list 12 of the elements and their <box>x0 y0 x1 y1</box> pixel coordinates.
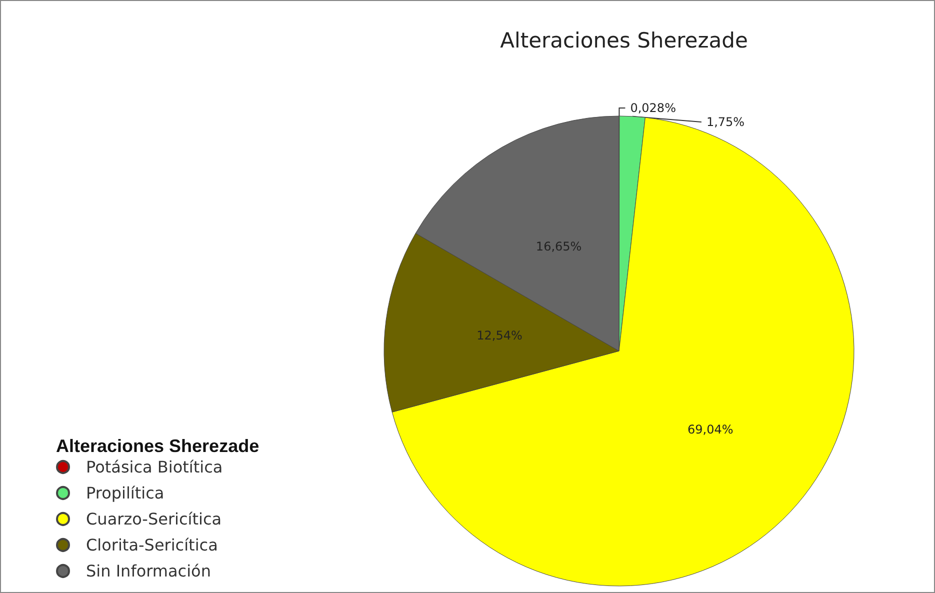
data-label: 12,54% <box>476 328 522 342</box>
legend-label: Potásica Biotítica <box>86 458 223 476</box>
data-label: 69,04% <box>688 422 734 437</box>
data-label: 1,75% <box>706 115 745 129</box>
data-label: 16,65% <box>536 240 582 254</box>
chart-title: Alteraciones Sherezade <box>500 28 748 52</box>
legend-label: Propilítica <box>86 484 164 502</box>
legend-label: Cuarzo-Sericítica <box>86 510 222 528</box>
data-label: 0,028% <box>630 101 676 115</box>
legend-label: Clorita-Sericítica <box>86 536 218 554</box>
legend-title: Alteraciones Sherezade <box>56 436 260 456</box>
legend-label: Sin Información <box>86 562 211 580</box>
